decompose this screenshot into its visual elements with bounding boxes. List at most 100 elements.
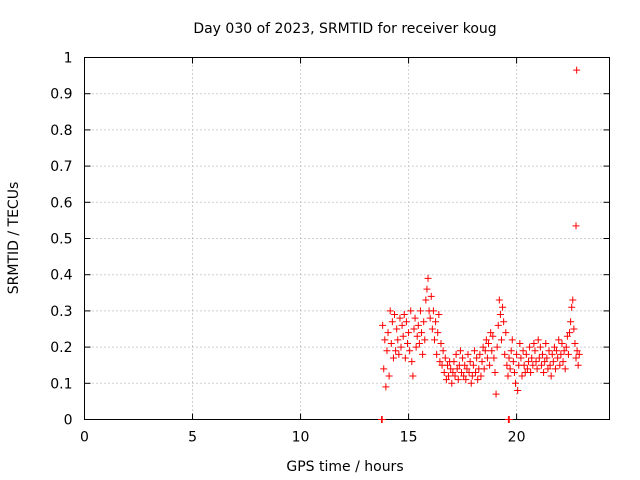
data-point [469, 361, 477, 369]
data-point [561, 365, 569, 373]
data-point [386, 307, 394, 315]
data-point [477, 372, 485, 380]
data-point [420, 318, 428, 326]
data-point [489, 332, 497, 340]
data-point [548, 350, 556, 358]
data-point [403, 339, 411, 347]
data-point [517, 354, 525, 362]
data-point [532, 358, 540, 366]
data-point [378, 416, 386, 423]
data-point [451, 372, 459, 380]
data-point [448, 379, 456, 387]
data-point [439, 347, 447, 355]
data-point [391, 311, 399, 319]
x-tick-label: 15 [400, 430, 418, 446]
data-point [426, 314, 434, 322]
data-point [388, 318, 396, 326]
data-point [508, 336, 516, 344]
data-point [411, 314, 419, 322]
x-tick-label: 10 [292, 430, 310, 446]
data-point [442, 376, 450, 384]
data-point [491, 368, 499, 376]
y-tick-label: 0.3 [50, 304, 72, 320]
data-point [524, 358, 532, 366]
data-point [560, 347, 568, 355]
data-point [518, 372, 526, 380]
y-tick-label: 0.2 [50, 340, 72, 356]
data-point [528, 354, 536, 362]
data-point [476, 350, 484, 358]
data-point [554, 354, 562, 362]
data-point [389, 354, 397, 362]
data-point [429, 307, 437, 315]
axis-ticks: 0 5 10 15 20 0 0.1 0.2 0.3 0.4 0.5 0.6 0.7 0.8 0.9 1 [50, 51, 610, 446]
data-point [526, 343, 534, 351]
data-point [513, 350, 521, 358]
data-point [523, 365, 531, 373]
data-point [562, 343, 570, 351]
data-point [520, 361, 528, 369]
y-axis-label: SRMTID / TECUs [6, 182, 22, 295]
data-point [440, 368, 448, 376]
data-point [501, 350, 509, 358]
data-point [558, 339, 566, 347]
data-point [436, 358, 444, 366]
data-point [527, 368, 535, 376]
x-axis-label: GPS time / hours [286, 459, 403, 475]
data-point [458, 368, 466, 376]
data-point [546, 361, 554, 369]
data-point [441, 354, 449, 362]
data-point [384, 329, 392, 337]
data-point [571, 339, 579, 347]
data-point [499, 303, 507, 311]
data-point [551, 365, 559, 373]
data-point [485, 339, 493, 347]
data-point [405, 329, 413, 337]
data-point [543, 354, 551, 362]
data-point [385, 372, 393, 380]
data-point [505, 416, 513, 423]
data-point [432, 318, 440, 326]
data-point [481, 347, 489, 355]
data-point [535, 354, 543, 362]
y-tick-label: 0.7 [50, 159, 72, 175]
data-point [395, 350, 403, 358]
data-point [531, 347, 539, 355]
y-tick-label: 0 [64, 413, 73, 429]
data-point [463, 365, 471, 373]
data-point [398, 321, 406, 329]
data-point [401, 354, 409, 362]
data-point [396, 314, 404, 322]
data-point [408, 358, 416, 366]
data-point [529, 361, 537, 369]
data-point [453, 365, 461, 373]
data-point [568, 303, 576, 311]
data-point [392, 347, 400, 355]
data-point [465, 368, 473, 376]
data-point [533, 365, 541, 373]
data-point [488, 347, 496, 355]
data-point [456, 347, 464, 355]
data-point [454, 376, 462, 384]
y-tick-label: 0.9 [50, 87, 72, 103]
data-point [567, 318, 575, 326]
data-point [539, 350, 547, 358]
data-point [559, 358, 567, 366]
x-tick-label: 20 [508, 430, 526, 446]
data-point [502, 329, 510, 337]
data-point [486, 361, 494, 369]
data-point [496, 311, 504, 319]
data-point [573, 347, 581, 355]
data-point [563, 332, 571, 340]
data-point [555, 336, 563, 344]
data-point [412, 343, 420, 351]
data-point [470, 347, 478, 355]
data-point [443, 361, 451, 369]
data-point [467, 379, 475, 387]
chart-title: Day 030 of 2023, SRMTID for receiver kou… [193, 21, 496, 37]
y-tick-label: 0.5 [50, 232, 72, 248]
data-point [500, 318, 508, 326]
data-point [549, 358, 557, 366]
data-point [556, 361, 564, 369]
data-point [569, 296, 577, 304]
